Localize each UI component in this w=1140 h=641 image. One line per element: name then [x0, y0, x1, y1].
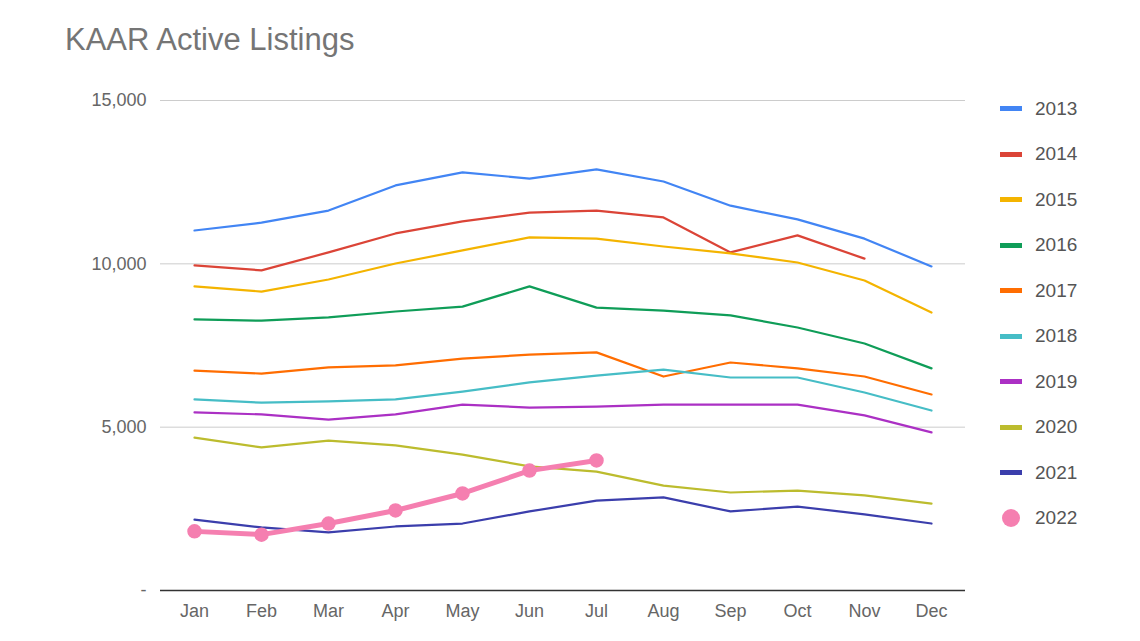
html-text:2016: 2016	[1035, 234, 1078, 256]
html-text:2018: 2018	[1035, 325, 1078, 347]
svg-text:Mar: Mar	[313, 601, 344, 621]
svg-text:15,000: 15,000	[91, 90, 146, 110]
html-text:2015: 2015	[1035, 188, 1078, 210]
svg-text:Apr: Apr	[381, 601, 409, 621]
svg-text:May: May	[445, 601, 479, 621]
html-text:2021: 2021	[1035, 461, 1078, 483]
svg-text:Dec: Dec	[915, 601, 947, 621]
html-text:2013: 2013	[1035, 97, 1078, 119]
html-text:2019: 2019	[1035, 370, 1078, 392]
svg-text:Nov: Nov	[848, 601, 880, 621]
svg-text:Feb: Feb	[246, 601, 277, 621]
svg-text:Aug: Aug	[647, 601, 679, 621]
svg-text:Jun: Jun	[515, 601, 544, 621]
svg-text:Sep: Sep	[714, 601, 746, 621]
html-text:2017: 2017	[1035, 279, 1078, 301]
svg-text:Oct: Oct	[783, 601, 811, 621]
svg-text:Jan: Jan	[180, 601, 209, 621]
html-text:2014: 2014	[1035, 143, 1078, 165]
svg-text:-: -	[141, 580, 147, 600]
svg-text:Jul: Jul	[585, 601, 608, 621]
html-text:KAAR Active Listings: KAAR Active Listings	[65, 22, 355, 57]
html-text:2020: 2020	[1035, 416, 1078, 438]
svg-text:10,000: 10,000	[91, 254, 146, 274]
svg-text:5,000: 5,000	[101, 417, 146, 437]
html-text:2022: 2022	[1035, 507, 1078, 529]
